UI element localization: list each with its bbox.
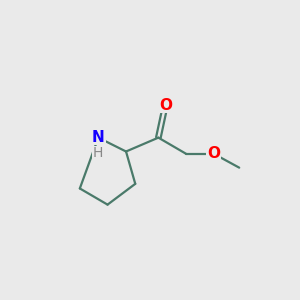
Text: N: N (92, 130, 105, 145)
Text: O: O (207, 146, 220, 161)
Bar (206, 146, 221, 161)
Bar (92, 146, 105, 159)
Bar (91, 130, 106, 145)
Bar (158, 98, 173, 113)
Text: H: H (93, 146, 104, 160)
Text: O: O (159, 98, 172, 113)
